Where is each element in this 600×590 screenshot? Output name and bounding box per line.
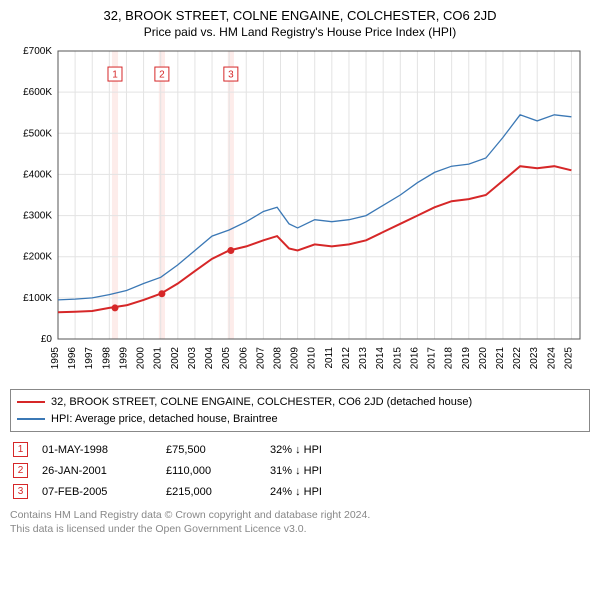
transaction-price: £75,500 — [166, 444, 256, 456]
x-tick-label: 2006 — [238, 347, 249, 370]
x-tick-label: 2025 — [563, 347, 574, 370]
legend-row: 32, BROOK STREET, COLNE ENGAINE, COLCHES… — [17, 394, 583, 411]
y-tick-label: £100K — [23, 293, 52, 304]
y-tick-label: £0 — [41, 334, 53, 345]
x-tick-label: 2023 — [529, 347, 540, 370]
x-tick-label: 2007 — [255, 347, 266, 370]
x-tick-label: 2019 — [461, 347, 472, 370]
x-tick-label: 2010 — [307, 347, 318, 370]
x-tick-label: 2014 — [375, 347, 386, 370]
chart-title: 32, BROOK STREET, COLNE ENGAINE, COLCHES… — [10, 8, 590, 23]
x-tick-label: 2004 — [204, 347, 215, 370]
x-tick-label: 2015 — [392, 347, 403, 370]
x-tick-label: 2020 — [478, 347, 489, 370]
x-tick-label: 2021 — [495, 347, 506, 370]
transaction-date: 26-JAN-2001 — [42, 465, 152, 477]
legend-label: 32, BROOK STREET, COLNE ENGAINE, COLCHES… — [51, 394, 472, 411]
y-tick-label: £600K — [23, 87, 52, 98]
marker-band — [112, 51, 118, 339]
x-tick-label: 2000 — [136, 347, 147, 370]
x-tick-label: 2024 — [546, 347, 557, 370]
x-tick-label: 2018 — [444, 347, 455, 370]
transaction-row: 2 26-JAN-2001 £110,000 31% ↓ HPI — [11, 460, 589, 481]
transaction-price: £110,000 — [166, 465, 256, 477]
marker-label-text: 1 — [112, 70, 118, 81]
transaction-marker: 2 — [13, 463, 28, 478]
y-tick-label: £500K — [23, 128, 52, 139]
footer: Contains HM Land Registry data © Crown c… — [10, 509, 590, 536]
chart-area: £0 £100K £200K £300K £400K £500K £600K £700K 199… — [10, 45, 590, 385]
x-tick-label: 2005 — [221, 347, 232, 370]
y-tick-label: £300K — [23, 211, 52, 222]
transaction-date: 07-FEB-2005 — [42, 486, 152, 498]
transaction-pct: 32% ↓ HPI — [270, 444, 380, 456]
x-tick-label: 2001 — [153, 347, 164, 370]
transaction-row: 3 07-FEB-2005 £215,000 24% ↓ HPI — [11, 481, 589, 502]
chart-subtitle: Price paid vs. HM Land Registry's House … — [10, 25, 590, 39]
x-tick-label: 2009 — [290, 347, 301, 370]
y-tick-label: £200K — [23, 252, 52, 263]
legend-label: HPI: Average price, detached house, Brai… — [51, 411, 278, 428]
x-tick-label: 1998 — [101, 347, 112, 370]
transaction-pct: 31% ↓ HPI — [270, 465, 380, 477]
legend-row: HPI: Average price, detached house, Brai… — [17, 411, 583, 428]
transaction-date: 01-MAY-1998 — [42, 444, 152, 456]
x-tick-label: 2008 — [272, 347, 283, 370]
legend-swatch — [17, 401, 45, 403]
footer-line-2: This data is licensed under the Open Gov… — [10, 523, 590, 537]
x-tick-label: 2013 — [358, 347, 369, 370]
x-tick-label: 1997 — [84, 347, 95, 370]
chart-container: 32, BROOK STREET, COLNE ENGAINE, COLCHES… — [0, 0, 600, 542]
x-tick-label: 2003 — [187, 347, 198, 370]
footer-line-1: Contains HM Land Registry data © Crown c… — [10, 509, 590, 523]
y-tick-label: £400K — [23, 169, 52, 180]
transaction-marker: 3 — [13, 484, 28, 499]
transaction-pct: 24% ↓ HPI — [270, 486, 380, 498]
x-tick-label: 2012 — [341, 347, 352, 370]
marker-label-text: 3 — [228, 70, 234, 81]
transaction-row: 1 01-MAY-1998 £75,500 32% ↓ HPI — [11, 439, 589, 460]
y-tick-label: £700K — [23, 46, 52, 57]
x-tick-label: 1999 — [118, 347, 129, 370]
transaction-marker: 1 — [13, 442, 28, 457]
x-tick-label: 2022 — [512, 347, 523, 370]
x-tick-label: 1995 — [50, 347, 61, 370]
x-tick-label: 2016 — [409, 347, 420, 370]
x-tick-label: 2002 — [170, 347, 181, 370]
marker-label-text: 2 — [159, 70, 165, 81]
x-tick-label: 2017 — [427, 347, 438, 370]
marker-point — [111, 304, 118, 311]
transactions-table: 1 01-MAY-1998 £75,500 32% ↓ HPI 2 26-JAN-2001… — [10, 438, 590, 503]
line-chart-svg: £0 £100K £200K £300K £400K £500K £600K £700K 199… — [10, 45, 590, 385]
marker-point — [158, 290, 165, 297]
transaction-price: £215,000 — [166, 486, 256, 498]
x-tick-label: 2011 — [324, 347, 335, 369]
x-tick-label: 1996 — [67, 347, 78, 370]
legend-swatch — [17, 418, 45, 420]
marker-point — [227, 247, 234, 254]
legend: 32, BROOK STREET, COLNE ENGAINE, COLCHES… — [10, 389, 590, 432]
